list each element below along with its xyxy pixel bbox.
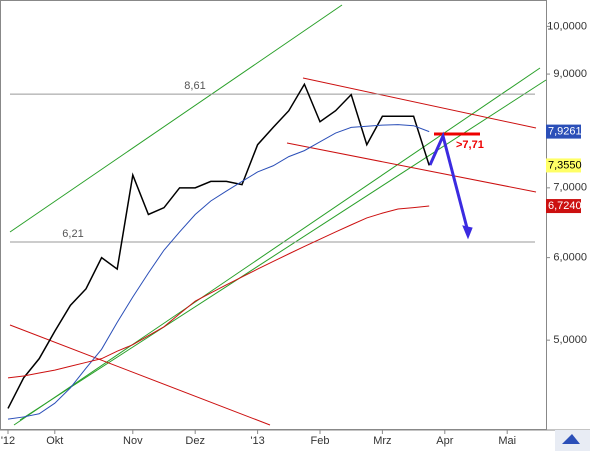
y-tick-label: 7,0000 — [553, 182, 587, 194]
x-tick-label: Mrz — [373, 435, 391, 447]
level-label: 8,61 — [184, 80, 205, 92]
x-tick-label: Okt — [46, 435, 63, 447]
x-tick-label: '12 — [1, 435, 15, 447]
price-box — [546, 158, 581, 173]
level-label: 6,21 — [62, 228, 83, 240]
y-tick-label: 6,0000 — [553, 252, 587, 264]
trend-lines — [9, 4, 547, 426]
series-line — [7, 124, 430, 420]
x-tick-label: Apr — [436, 435, 453, 447]
price-box — [546, 124, 581, 139]
y-tick-label: 5,0000 — [553, 334, 587, 346]
series-line — [7, 205, 430, 379]
x-tick-label: Nov — [123, 435, 143, 447]
price-box-label: 6,7240 — [548, 200, 582, 212]
price-box — [546, 199, 581, 214]
target-label: >7,71 — [456, 139, 484, 151]
price-box-label: 7,3550 — [548, 159, 582, 171]
x-tick-label: Feb — [311, 435, 330, 447]
price-box-label: 7,9261 — [548, 126, 582, 138]
x-tick-label: Mai — [498, 435, 516, 447]
series-line — [7, 82, 430, 409]
y-tick-label: 9,0000 — [553, 68, 587, 80]
x-tick-label: '13 — [250, 435, 264, 447]
y-tick-label: 10,0000 — [547, 20, 587, 32]
x-tick-label: Dez — [185, 435, 205, 447]
corner-icon[interactable] — [562, 434, 580, 444]
